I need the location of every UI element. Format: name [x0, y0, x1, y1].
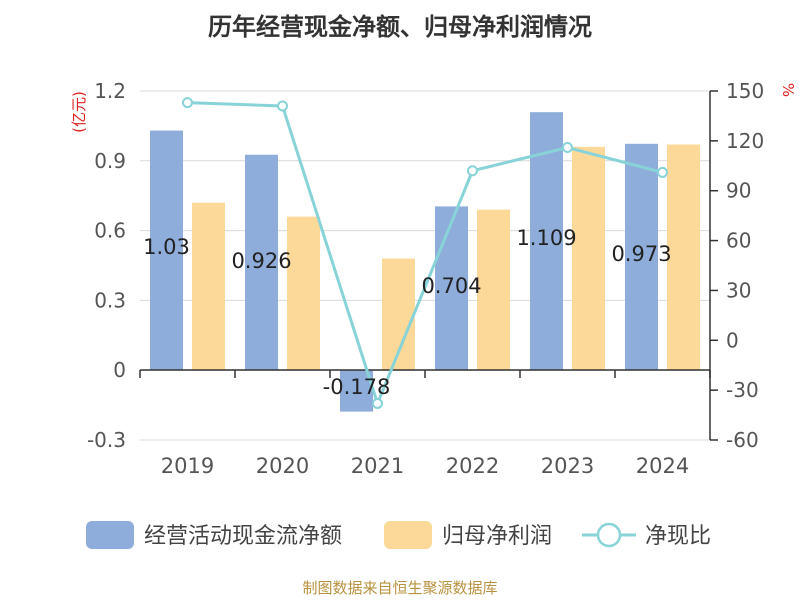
- ratio-point-2021: [372, 397, 383, 409]
- legend-label-ratio: 净现比: [645, 524, 711, 549]
- right-axis-tick-label: -30: [726, 378, 759, 402]
- left-axis-tick-label: 0: [113, 358, 126, 382]
- bar-net-profit-2019: [192, 202, 225, 371]
- x-axis-category-label: 2024: [636, 454, 689, 478]
- right-axis-tick-label: 0: [726, 328, 739, 352]
- bar-cashflow-2021: [340, 370, 373, 412]
- legend-label-cashflow: 经营活动现金流净额: [144, 524, 342, 549]
- ratio-point-2023: [562, 142, 573, 154]
- right-axis-tick-label: 90: [726, 179, 751, 203]
- legend-label-net-profit: 归母净利润: [442, 524, 552, 549]
- data-labels: 1.03 0.926 -0.178 0.704 1.109 0.973: [143, 226, 671, 399]
- bar-net-profit-2023: [572, 146, 605, 371]
- x-axis-category-label: 2020: [256, 454, 309, 478]
- bar-value-label: -0.178: [323, 375, 391, 399]
- left-axis-tick-label: 0.9: [94, 149, 126, 173]
- bar-value-label: 1.109: [516, 226, 576, 250]
- chart-title: 历年经营现金净额、归母净利润情况: [208, 13, 592, 41]
- right-axis-tick-label: 60: [726, 229, 751, 253]
- bar-cashflow-2020: [245, 154, 278, 371]
- axes: 1.2 0.9 0.6 0.3 0 -0.3 (亿元) 150 120 90 60 30 0 -30 -60…: [70, 79, 797, 478]
- left-axis-tick-label: 0.6: [94, 219, 126, 243]
- bar-value-label: 0.926: [231, 249, 291, 273]
- right-axis-tick-label: 150: [726, 79, 764, 103]
- ratio-point-2019: [182, 97, 193, 109]
- bar-net-profit-2022: [477, 209, 510, 371]
- left-axis-unit-label: (亿元): [70, 91, 88, 133]
- right-axis-tick-label: 120: [726, 129, 764, 153]
- source-note: 制图数据来自恒生聚源数据库: [302, 579, 497, 597]
- left-axis-tick-label: 1.2: [94, 79, 126, 103]
- left-axis-tick-label: -0.3: [87, 428, 126, 452]
- bar-cashflow-2024: [625, 143, 658, 371]
- ratio-point-2020: [277, 100, 288, 112]
- right-axis-unit-label: %: [779, 83, 797, 97]
- x-axis-category-label: 2022: [446, 454, 499, 478]
- x-axis-category-label: 2019: [161, 454, 214, 478]
- ratio-line-series: [182, 97, 668, 409]
- bar-net-profit-2024: [667, 144, 700, 371]
- bar-net-profit-2020: [287, 216, 320, 371]
- x-axis-category-label: 2023: [541, 454, 594, 478]
- legend-swatch-net-profit: [384, 521, 432, 549]
- bar-value-label: 0.704: [421, 274, 481, 298]
- bar-value-label: 0.973: [611, 242, 671, 266]
- legend-marker-ratio: [596, 522, 622, 548]
- legend-swatch-cashflow: [86, 521, 134, 549]
- ratio-point-2024: [657, 166, 668, 178]
- ratio-line: [187, 101, 663, 408]
- x-axis-category-label: 2021: [351, 454, 404, 478]
- bar-cashflow-2019: [150, 130, 183, 371]
- left-axis-tick-label: 0.3: [94, 288, 126, 312]
- legend: 经营活动现金流净额 归母净利润 净现比: [86, 521, 711, 549]
- right-axis-tick-label: -60: [726, 428, 759, 452]
- bar-cashflow-2022: [435, 206, 468, 371]
- ratio-point-2022: [467, 165, 478, 177]
- right-axis-tick-label: 30: [726, 278, 751, 302]
- bar-value-label: 1.03: [143, 235, 190, 259]
